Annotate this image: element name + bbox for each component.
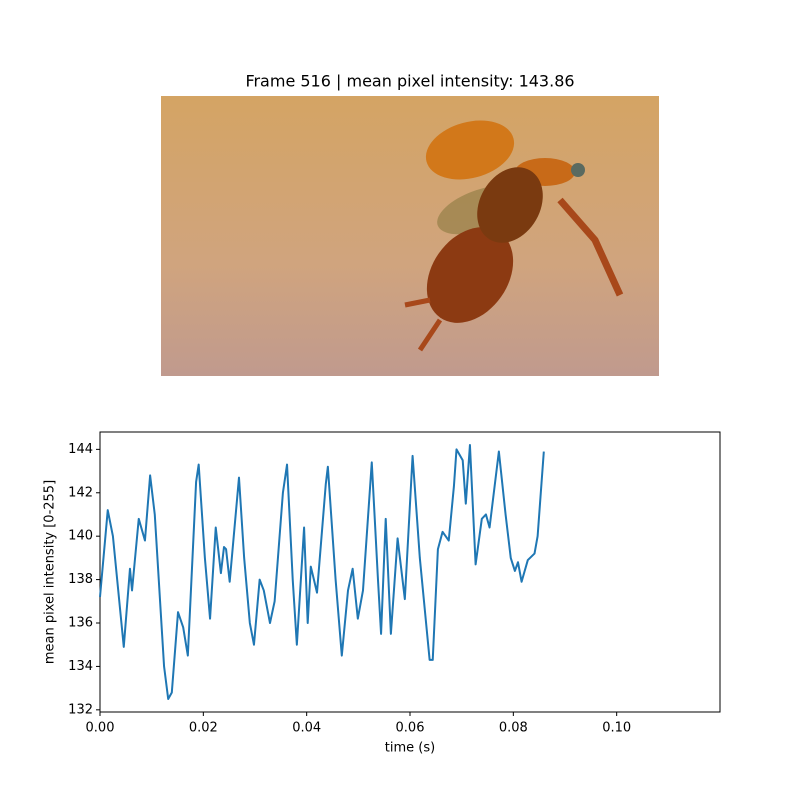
x-tick-label: 0.04	[292, 721, 321, 736]
data-line	[99, 444, 545, 700]
x-axis-label: time (s)	[385, 741, 435, 756]
y-tick-label: 132	[68, 702, 93, 717]
y-tick-label: 136	[68, 616, 93, 631]
x-tick-label: 0.10	[602, 721, 631, 736]
x-tick-label: 0.02	[189, 721, 218, 736]
x-tick-label: 0.00	[86, 721, 115, 736]
y-tick-label: 142	[68, 485, 93, 500]
y-tick-label: 144	[68, 442, 93, 457]
y-axis-label: mean pixel intensity [0-255]	[43, 480, 58, 664]
video-frame	[161, 96, 659, 376]
plot-frame	[99, 431, 721, 713]
x-tick-label: 0.06	[396, 721, 425, 736]
y-tick-label: 134	[68, 659, 93, 674]
y-tick-label: 140	[68, 529, 93, 544]
y-tick-label: 138	[68, 572, 93, 587]
x-tick-label: 0.08	[499, 721, 528, 736]
image-title: Frame 516 | mean pixel intensity: 143.86	[245, 72, 574, 91]
